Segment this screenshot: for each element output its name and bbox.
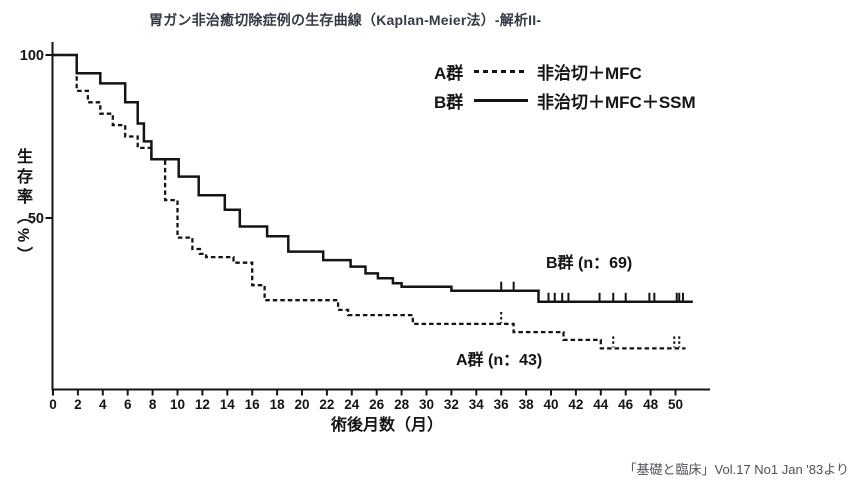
legend-item-group-a: A群 非治切＋MFC (434, 57, 696, 86)
x-tick-label: 16 (245, 397, 261, 412)
x-tick-label: 2 (74, 397, 82, 412)
y-axis-title: 生存率（%） (14, 148, 31, 267)
x-tick-label: 40 (543, 397, 558, 412)
x-tick-label: 44 (593, 397, 609, 412)
x-tick-label: 46 (618, 397, 634, 412)
x-tick-label: 8 (149, 397, 157, 412)
x-tick-label: 6 (124, 397, 132, 412)
legend-group-a-treatment: 非治切＋MFC (537, 64, 642, 83)
annotation-group-a: A群 (n：43) (456, 352, 543, 369)
x-tick-label: 30 (419, 397, 434, 412)
x-tick-label: 18 (270, 397, 286, 412)
legend-item-group-b: B群 非治切＋MFC＋SSM (434, 86, 696, 115)
y-tick-label: 100 (20, 48, 44, 64)
survival-curve-a (53, 53, 686, 350)
chart-title: 胃ガン非治癒切除症例の生存曲線（Kaplan-Meier法）-解析II- (149, 12, 542, 28)
x-tick-label: 36 (494, 397, 510, 412)
x-tick-label: 42 (568, 397, 583, 412)
x-tick-label: 48 (643, 397, 659, 412)
x-tick-label: 28 (394, 397, 410, 412)
x-tick-label: 26 (369, 397, 385, 412)
dashed-line-sample (474, 70, 528, 73)
x-tick-label: 4 (99, 397, 107, 412)
solid-line-sample (474, 99, 528, 102)
annotation-group-b: B群 (n：69) (546, 255, 633, 272)
x-axis-title: 術後月数（月） (331, 417, 444, 434)
x-tick-label: 32 (444, 397, 459, 412)
x-tick-label: 50 (668, 397, 683, 412)
x-tick-label: 14 (220, 397, 236, 412)
y-tick-label: 50 (28, 211, 44, 227)
legend-group-b-treatment: 非治切＋MFC＋SSM (537, 93, 696, 112)
x-tick-label: 12 (195, 397, 210, 412)
x-tick-label: 38 (519, 397, 535, 412)
x-tick-label: 34 (469, 397, 485, 412)
legend-group-a-label: A群 (434, 64, 464, 83)
x-tick-label: 22 (319, 397, 334, 412)
x-tick-label: 0 (49, 397, 57, 412)
survival-curve-b (53, 53, 693, 304)
legend-group-b-label: B群 (434, 93, 464, 112)
x-tick-label: 24 (344, 397, 360, 412)
legend: A群 非治切＋MFC B群 非治切＋MFC＋SSM (434, 57, 696, 115)
x-tick-label: 10 (170, 397, 185, 412)
x-tick-label: 20 (294, 397, 309, 412)
source-citation: 「基礎と臨床」Vol.17 No1 Jan '83より (623, 462, 849, 477)
